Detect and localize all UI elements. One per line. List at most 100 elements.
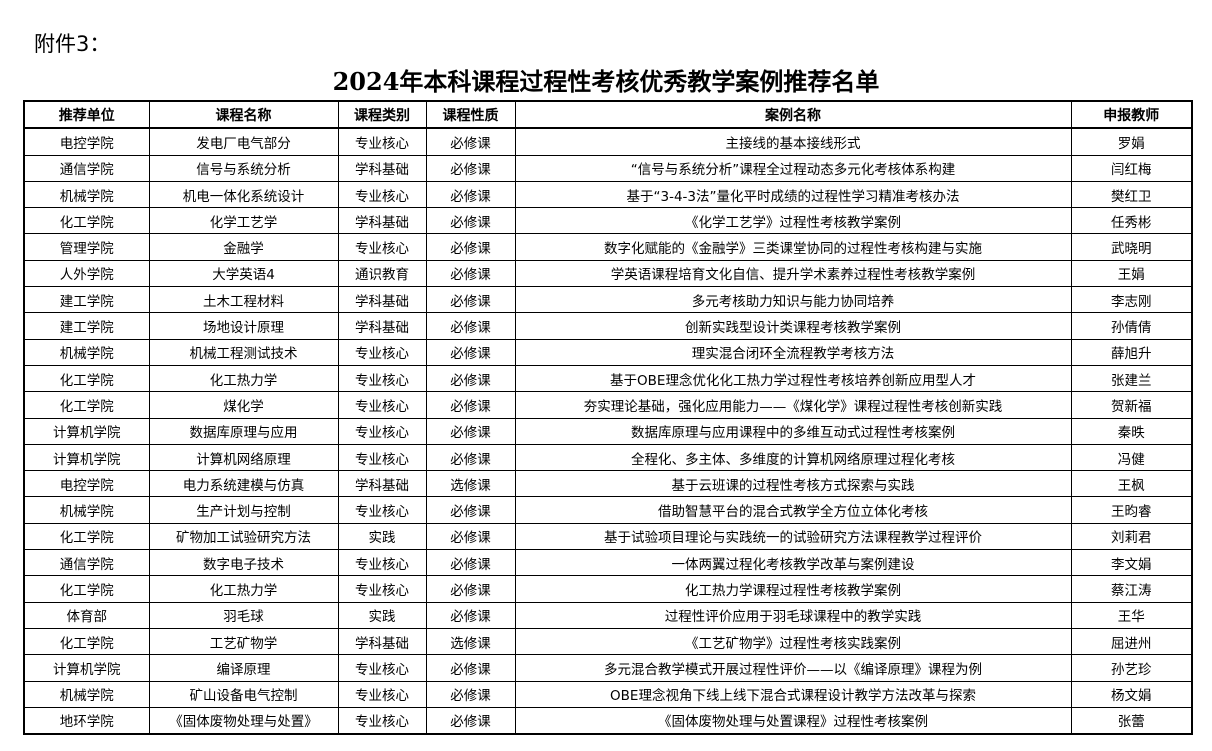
- cell-unit: 化工学院: [23, 364, 150, 393]
- cell-category: 专业核心: [337, 706, 427, 735]
- cell-case: 数据库原理与应用课程中的多维互动式过程性考核案例: [514, 417, 1072, 445]
- cell-nature: 必修课: [425, 601, 516, 629]
- cell-teacher: 秦昳: [1070, 417, 1193, 445]
- cell-case: 创新实践型设计类课程考核教学案例: [514, 312, 1072, 340]
- cell-course: 场地设计原理: [148, 312, 339, 340]
- cell-teacher: 屈进州: [1070, 627, 1193, 656]
- cell-course: 信号与系统分析: [148, 154, 339, 182]
- cell-course: 金融学: [148, 233, 339, 261]
- cell-course: 机械工程测试技术: [148, 338, 339, 366]
- table-row: 地环学院 《固体废物处理与处置》 专业核心 必修课 《固体废物处理与处置课程》过程性考核…: [23, 706, 1193, 735]
- table-row: 化工学院 煤化学 专业核心 必修课 夯实理论基础，强化应用能力——《煤化学》课程过程性考…: [23, 391, 1193, 419]
- cell-nature: 必修课: [425, 496, 516, 524]
- cell-nature: 必修课: [425, 364, 516, 393]
- cell-teacher: 孙倩倩: [1070, 312, 1193, 340]
- cell-teacher: 张蕾: [1070, 706, 1193, 735]
- cell-nature: 必修课: [425, 417, 516, 445]
- table-row: 机械学院 机电一体化系统设计 专业核心 必修课 基于“3-4-3法”量化平时成绩的过程性…: [23, 180, 1193, 209]
- cell-teacher: 李文娟: [1070, 549, 1193, 577]
- cell-nature: 必修课: [425, 207, 516, 235]
- cell-nature: 必修课: [425, 233, 516, 261]
- cell-unit: 计算机学院: [23, 443, 150, 472]
- table-row: 化工学院 化工热力学 专业核心 必修课 基于OBE理念优化化工热力学过程性考核培养创新应…: [23, 364, 1193, 393]
- table-row: 通信学院 信号与系统分析 学科基础 必修课 “信号与系统分析”课程全过程动态多元化考核体…: [23, 154, 1193, 182]
- table-row: 化工学院 工艺矿物学 学科基础 选修课 《工艺矿物学》过程性考核实践案例 屈进州: [23, 627, 1193, 656]
- cell-case: 《化学工艺学》过程性考核教学案例: [514, 207, 1072, 235]
- cell-case: 基于“3-4-3法”量化平时成绩的过程性学习精准考核办法: [514, 180, 1072, 209]
- cell-case: 借助智慧平台的混合式教学全方位立体化考核: [514, 496, 1072, 524]
- cell-course: 大学英语4: [148, 259, 339, 288]
- table-row: 电控学院 发电厂电气部分 专业核心 必修课 主接线的基本接线形式 罗娟: [23, 127, 1193, 156]
- cell-teacher: 王昀睿: [1070, 496, 1193, 524]
- cell-category: 专业核心: [337, 443, 427, 472]
- cell-nature: 选修课: [425, 627, 516, 656]
- cell-teacher: 薛旭升: [1070, 338, 1193, 366]
- cell-category: 专业核心: [337, 575, 427, 603]
- cell-teacher: 李志刚: [1070, 286, 1193, 314]
- cell-case: 基于试验项目理论与实践统一的试验研究方法课程教学过程评价: [514, 522, 1072, 551]
- cell-category: 专业核心: [337, 680, 427, 708]
- cell-teacher: 杨文娟: [1070, 680, 1193, 708]
- cell-teacher: 王华: [1070, 601, 1193, 629]
- cell-case: 全程化、多主体、多维度的计算机网络原理过程化考核: [514, 443, 1072, 472]
- cell-nature: 必修课: [425, 391, 516, 419]
- cell-category: 专业核心: [337, 417, 427, 445]
- cell-case: “信号与系统分析”课程全过程动态多元化考核体系构建: [514, 154, 1072, 182]
- cell-course: 数据库原理与应用: [148, 417, 339, 445]
- cell-course: 机电一体化系统设计: [148, 180, 339, 209]
- cell-nature: 必修课: [425, 575, 516, 603]
- cell-case: 夯实理论基础，强化应用能力——《煤化学》课程过程性考核创新实践: [514, 391, 1072, 419]
- cell-category: 专业核心: [337, 338, 427, 366]
- cell-course: 矿物加工试验研究方法: [148, 522, 339, 551]
- cell-case: 基于OBE理念优化化工热力学过程性考核培养创新应用型人才: [514, 364, 1072, 393]
- cell-category: 学科基础: [337, 312, 427, 340]
- table-row: 计算机学院 编译原理 专业核心 必修课 多元混合教学模式开展过程性评价——以《编译原理》…: [23, 654, 1193, 682]
- table-row: 化工学院 化学工艺学 学科基础 必修课 《化学工艺学》过程性考核教学案例 任秀彬: [23, 207, 1193, 235]
- table-row: 机械学院 矿山设备电气控制 专业核心 必修课 OBE理念视角下线上线下混合式课程设计教学…: [23, 680, 1193, 708]
- cell-nature: 必修课: [425, 127, 516, 156]
- cell-case: 理实混合闭环全流程教学考核方法: [514, 338, 1072, 366]
- cell-nature: 必修课: [425, 522, 516, 551]
- cell-category: 专业核心: [337, 180, 427, 209]
- cell-category: 专业核心: [337, 549, 427, 577]
- cell-teacher: 罗娟: [1070, 127, 1193, 156]
- cell-teacher: 刘莉君: [1070, 522, 1193, 551]
- cell-nature: 必修课: [425, 706, 516, 735]
- cell-category: 实践: [337, 601, 427, 629]
- cell-teacher: 冯健: [1070, 443, 1193, 472]
- cell-category: 专业核心: [337, 127, 427, 156]
- cell-case: 数字化赋能的《金融学》三类课堂协同的过程性考核构建与实施: [514, 233, 1072, 261]
- table-row: 化工学院 化工热力学 专业核心 必修课 化工热力学课程过程性考核教学案例 蔡江涛: [23, 575, 1193, 603]
- cell-unit: 通信学院: [23, 549, 150, 577]
- cell-teacher: 武晓明: [1070, 233, 1193, 261]
- cell-case: 化工热力学课程过程性考核教学案例: [514, 575, 1072, 603]
- table-row: 计算机学院 数据库原理与应用 专业核心 必修课 数据库原理与应用课程中的多维互动式过程性…: [23, 417, 1193, 445]
- cell-category: 实践: [337, 522, 427, 551]
- cell-course: 数字电子技术: [148, 549, 339, 577]
- cell-teacher: 任秀彬: [1070, 207, 1193, 235]
- cell-unit: 地环学院: [23, 706, 150, 735]
- header-course: 课程名称: [148, 99, 339, 130]
- table-row: 化工学院 矿物加工试验研究方法 实践 必修课 基于试验项目理论与实践统一的试验研究方法课…: [23, 522, 1193, 551]
- cell-course: 化学工艺学: [148, 207, 339, 235]
- cell-course: 编译原理: [148, 654, 339, 682]
- cell-case: 基于云班课的过程性考核方式探索与实践: [514, 470, 1072, 498]
- cell-case: 多元混合教学模式开展过程性评价——以《编译原理》课程为例: [514, 654, 1072, 682]
- cell-unit: 电控学院: [23, 127, 150, 156]
- cell-teacher: 贺新福: [1070, 391, 1193, 419]
- table-row: 建工学院 场地设计原理 学科基础 必修课 创新实践型设计类课程考核教学案例 孙倩倩: [23, 312, 1193, 340]
- table-row: 机械学院 机械工程测试技术 专业核心 必修课 理实混合闭环全流程教学考核方法 薛旭升: [23, 338, 1193, 366]
- table-row: 建工学院 土木工程材料 学科基础 必修课 多元考核助力知识与能力协同培养 李志刚: [23, 286, 1193, 314]
- cell-nature: 必修课: [425, 286, 516, 314]
- cell-case: 《固体废物处理与处置课程》过程性考核案例: [514, 706, 1072, 735]
- cell-category: 学科基础: [337, 286, 427, 314]
- cell-category: 通识教育: [337, 259, 427, 288]
- table-header-row: 推荐单位 课程名称 课程类别 课程性质 案例名称 申报教师: [23, 99, 1193, 130]
- cell-case: 《工艺矿物学》过程性考核实践案例: [514, 627, 1072, 656]
- cell-unit: 建工学院: [23, 286, 150, 314]
- table-row: 通信学院 数字电子技术 专业核心 必修课 一体两翼过程化考核教学改革与案例建设 李文娟: [23, 549, 1193, 577]
- attachment-label: 附件3：: [34, 32, 111, 56]
- cell-unit: 化工学院: [23, 391, 150, 419]
- cell-course: 羽毛球: [148, 601, 339, 629]
- cell-category: 专业核心: [337, 233, 427, 261]
